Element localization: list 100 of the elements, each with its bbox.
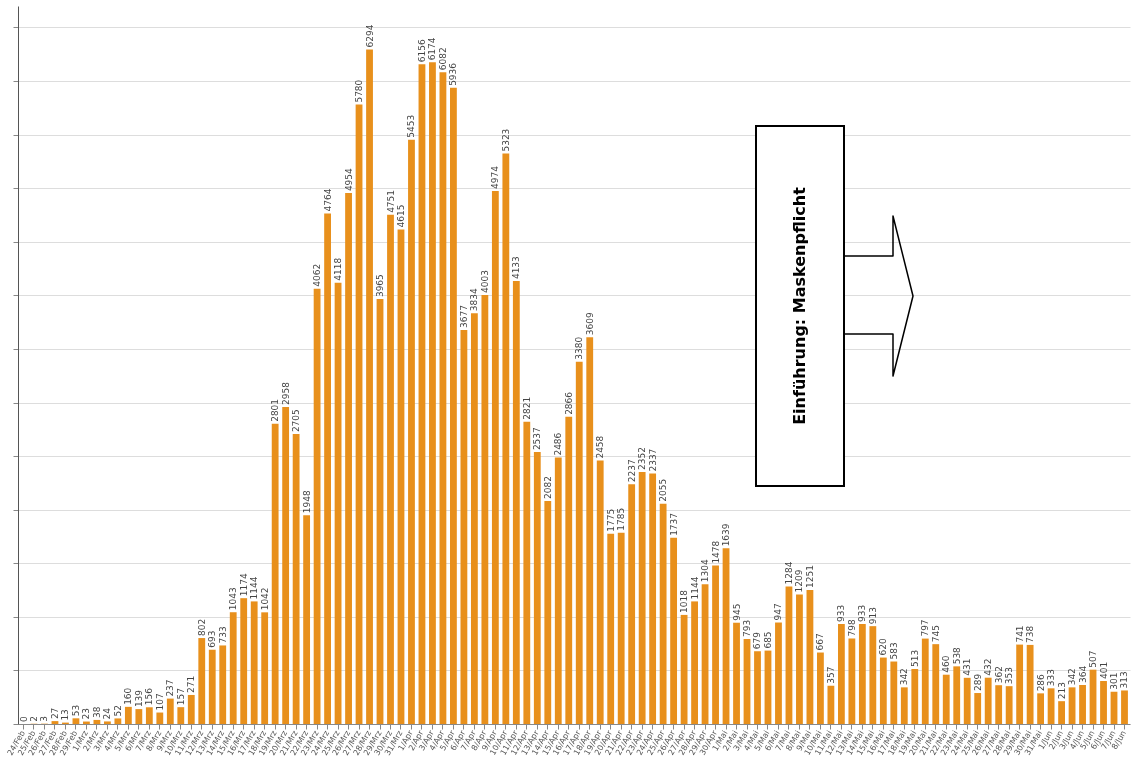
- bar: [879, 657, 887, 724]
- data-label: 1478: [710, 540, 721, 564]
- bar: [481, 295, 489, 724]
- bar: [282, 407, 290, 724]
- bar: [1047, 688, 1055, 724]
- bar: [659, 503, 667, 724]
- data-label: 1304: [700, 559, 711, 583]
- data-label: 431: [962, 658, 973, 676]
- data-label: 364: [1077, 665, 1088, 683]
- data-label: 2337: [647, 448, 658, 472]
- bar: [187, 694, 195, 724]
- data-label: 1785: [616, 507, 627, 531]
- data-label: 667: [815, 633, 826, 651]
- bar: [93, 719, 101, 724]
- bar: [649, 473, 657, 724]
- bar: [837, 624, 845, 724]
- bar: [974, 693, 982, 724]
- data-label: 693: [207, 630, 218, 648]
- data-label: 5323: [500, 128, 511, 152]
- bar: [953, 666, 961, 724]
- bar: [408, 139, 415, 724]
- data-label: 2866: [563, 391, 574, 415]
- bar: [1005, 686, 1013, 724]
- bar: [775, 622, 782, 724]
- bar: [208, 649, 216, 724]
- data-label: 679: [752, 631, 763, 650]
- data-label: 6156: [416, 39, 427, 63]
- data-label: 741: [1014, 625, 1025, 643]
- data-label: 945: [731, 603, 742, 621]
- bar: [900, 687, 908, 724]
- bar: [554, 457, 562, 724]
- bar: [911, 669, 919, 724]
- data-label: 342: [1067, 668, 1078, 686]
- data-label: 4003: [479, 270, 490, 294]
- bar: [733, 622, 740, 724]
- bar: [575, 361, 583, 724]
- data-label: 1174: [238, 573, 249, 597]
- bar: [984, 677, 992, 724]
- bar: [502, 153, 510, 724]
- data-label: 2352: [637, 447, 648, 470]
- data-label: 53: [70, 704, 81, 717]
- bar: [1100, 681, 1107, 724]
- bar: [932, 644, 940, 724]
- bar: [712, 565, 719, 724]
- bar: [103, 721, 111, 724]
- data-label: 507: [1088, 650, 1099, 668]
- bar: [680, 614, 688, 724]
- bar: [491, 190, 499, 724]
- bar: [303, 515, 311, 724]
- data-label: 1144: [689, 576, 700, 600]
- data-label: 1042: [259, 587, 270, 611]
- data-label: 4615: [395, 204, 406, 228]
- bar: [670, 537, 678, 724]
- data-label: 798: [846, 619, 857, 637]
- bar: [145, 707, 153, 724]
- data-label: 2237: [626, 459, 637, 483]
- data-label: 2: [28, 716, 39, 722]
- bar: [387, 214, 394, 724]
- data-label: 139: [133, 689, 144, 708]
- data-label: 1284: [783, 561, 794, 585]
- data-label: 1737: [668, 512, 679, 536]
- bar: [156, 712, 164, 724]
- data-label: 160: [123, 687, 134, 705]
- bar: [565, 416, 573, 724]
- data-label: 3: [39, 715, 50, 722]
- data-label: 156: [144, 687, 155, 706]
- bar: [271, 423, 279, 724]
- data-label: 1043: [228, 587, 239, 611]
- data-label: 3677: [458, 305, 469, 328]
- data-label: 432: [983, 658, 994, 676]
- data-label: 3380: [574, 336, 585, 360]
- data-label: 3609: [584, 312, 595, 336]
- data-label: 1948: [301, 490, 312, 514]
- data-label: 38: [91, 706, 102, 718]
- bar: [229, 612, 237, 724]
- data-label: 3834: [469, 287, 480, 312]
- data-label: 27: [49, 707, 60, 720]
- data-label: 2082: [542, 475, 553, 499]
- data-label: 2458: [595, 435, 606, 459]
- data-label: 793: [742, 619, 753, 638]
- bar: [890, 661, 898, 724]
- bar: [240, 598, 248, 724]
- data-label: 301: [1109, 672, 1120, 690]
- bar: [313, 288, 321, 724]
- bar: [1079, 684, 1086, 724]
- bar: [198, 638, 206, 724]
- bar: [963, 677, 971, 724]
- bar: [533, 452, 541, 724]
- bar: [450, 87, 457, 724]
- bar: [135, 709, 143, 724]
- data-label: 2821: [521, 396, 532, 420]
- data-label: 289: [972, 673, 983, 692]
- data-label: 0: [18, 716, 29, 722]
- bar: [219, 645, 227, 724]
- data-label: 342: [899, 668, 910, 686]
- bar: [1121, 690, 1128, 724]
- data-label: 333: [1046, 669, 1057, 687]
- bar: [1058, 701, 1065, 724]
- data-label: 24: [102, 707, 113, 720]
- data-label: 1209: [794, 569, 805, 593]
